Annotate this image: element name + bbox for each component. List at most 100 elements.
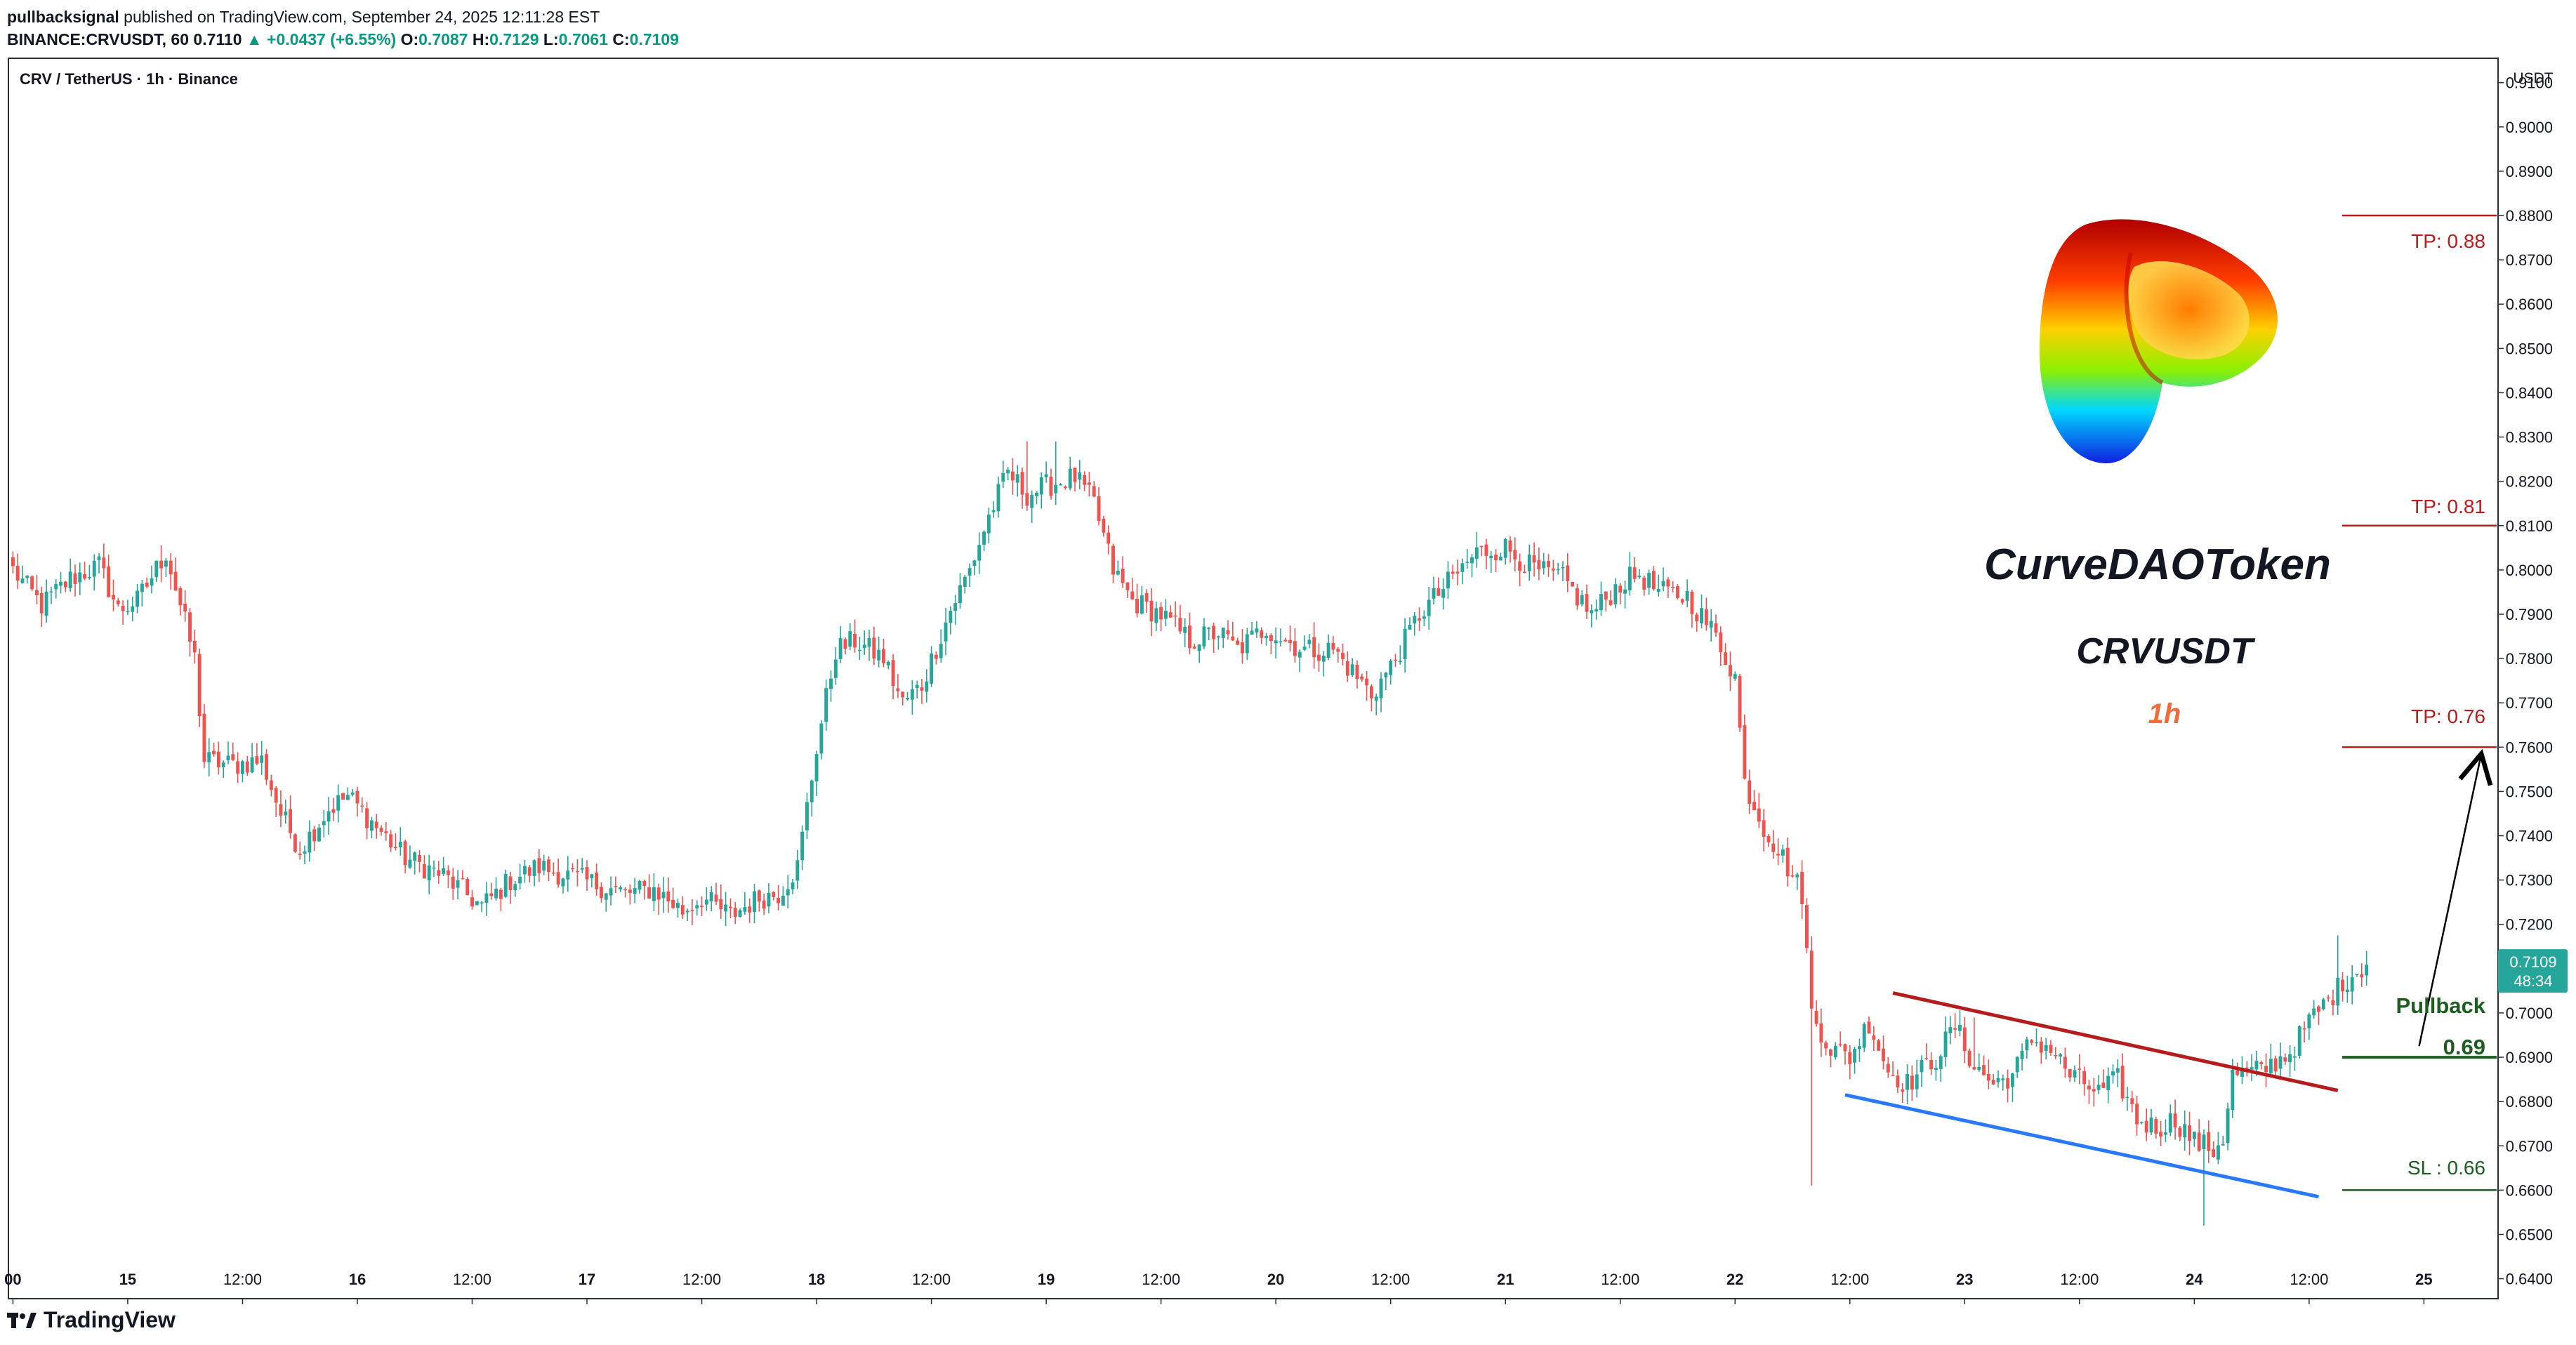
candle-body <box>1226 630 1230 635</box>
candle-body <box>39 593 44 614</box>
candle-body <box>1221 628 1225 639</box>
candle-body <box>2302 1028 2306 1030</box>
time-axis[interactable]: 00 15 12:00 16 12:00 17 12:00 18 12:00 19 12:00 20 1… <box>4 1271 2433 1304</box>
candle-body <box>2321 999 2325 1009</box>
candle-body <box>2078 1068 2082 1070</box>
candle-body <box>671 899 675 908</box>
candle-body <box>1882 1048 1885 1061</box>
candle-body <box>652 887 656 901</box>
candle-body <box>2259 1062 2264 1064</box>
candle-body <box>255 756 259 764</box>
candle-body <box>1943 1031 1948 1057</box>
candle-body <box>489 893 494 896</box>
candle-body <box>1523 571 1526 574</box>
candle-body <box>953 603 958 611</box>
candle-body <box>360 805 364 807</box>
candle-body <box>1255 628 1259 632</box>
candle-body <box>551 872 555 874</box>
author-name[interactable]: pullbacksignal <box>7 8 119 26</box>
candle-body <box>116 600 120 604</box>
candle-body <box>767 892 771 907</box>
candle-body <box>1202 626 1206 647</box>
low-label: L: <box>543 30 559 48</box>
candle-body <box>1260 630 1264 638</box>
candle-body <box>1733 674 1737 679</box>
candle-body <box>633 888 637 894</box>
price-axis[interactable]: 0.9100 0.9000 0.8900 0.8800 0.8700 0.8600 0.85… <box>2498 74 2553 1288</box>
candle-body <box>1436 588 1441 596</box>
candle-body <box>1580 595 1584 604</box>
candle-body <box>795 860 800 881</box>
candle-body <box>600 887 603 899</box>
candle-body <box>1590 610 1594 614</box>
candle-body <box>1116 571 1120 575</box>
candle-body <box>595 873 599 889</box>
candle-body <box>877 649 881 661</box>
candle-body <box>709 892 713 901</box>
candle-body <box>925 681 929 692</box>
candle-body <box>575 870 579 873</box>
candle-body <box>915 684 919 689</box>
candle-body <box>1651 571 1656 590</box>
candle-body <box>833 659 838 678</box>
candle-body <box>2360 974 2364 978</box>
candle-body <box>666 891 671 902</box>
y-tick-label: 0.8300 <box>2506 429 2553 446</box>
x-tick-label: 20 <box>1267 1271 1284 1288</box>
candle-body <box>1207 628 1211 629</box>
candle-body <box>996 484 1000 512</box>
candle-body <box>1647 573 1651 588</box>
candle-body <box>456 880 460 888</box>
chart-legend[interactable]: CRV / TetherUS · 1h · Binance <box>20 70 238 88</box>
candle-body <box>1465 562 1469 563</box>
candle-body <box>345 795 350 800</box>
x-tick-label: 19 <box>1038 1271 1055 1288</box>
candle-body <box>2278 1056 2283 1069</box>
candle-body <box>967 568 972 576</box>
candle-body <box>1762 820 1766 837</box>
candle-body <box>49 591 53 593</box>
candle-body <box>245 761 249 773</box>
candle-body <box>1542 561 1546 569</box>
close-label: C: <box>612 30 630 48</box>
change-value: ▲ +0.0437 (+6.55%) <box>246 30 397 48</box>
candle-body <box>20 578 25 583</box>
candle-body <box>2345 989 2349 993</box>
candle-body <box>1078 472 1082 480</box>
candle-body <box>451 876 455 889</box>
candle-body <box>695 905 699 909</box>
candle-body <box>197 654 202 717</box>
candle-body <box>882 649 885 663</box>
pullback-value: 0.69 <box>2443 1035 2485 1059</box>
candle-body <box>140 583 144 592</box>
candle-body <box>1355 664 1359 680</box>
x-tick-label: 18 <box>808 1271 825 1288</box>
candle-body <box>1867 1021 1871 1034</box>
candle-body <box>1790 875 1795 877</box>
high-value: 0.7129 <box>489 30 539 48</box>
candle-body <box>59 581 62 586</box>
candle-body <box>350 793 355 795</box>
candle-body <box>1044 474 1048 477</box>
candle-body <box>107 566 111 597</box>
x-tick-label: 12:00 <box>1371 1271 1410 1288</box>
candle-body <box>192 640 197 653</box>
tradingview-branding[interactable]: TradingView <box>7 1307 176 1333</box>
candle-body <box>1470 557 1474 564</box>
candle-body <box>498 889 503 899</box>
candle-body <box>379 828 383 832</box>
candle-body <box>284 811 288 816</box>
candle-body <box>824 688 828 722</box>
candle-body <box>2288 1054 2292 1063</box>
candle-body <box>1661 581 1665 587</box>
x-tick-label: 00 <box>4 1271 21 1288</box>
candle-body <box>939 644 943 658</box>
last-price-label[interactable]: 0.7109 48:34 <box>2498 949 2568 993</box>
candle-body <box>1948 1027 1953 1034</box>
candle-body <box>1121 568 1125 583</box>
candle-body <box>1938 1056 1943 1069</box>
candle-body <box>2106 1075 2111 1090</box>
candle-body <box>97 556 101 560</box>
x-tick-label: 22 <box>1726 1271 1743 1288</box>
